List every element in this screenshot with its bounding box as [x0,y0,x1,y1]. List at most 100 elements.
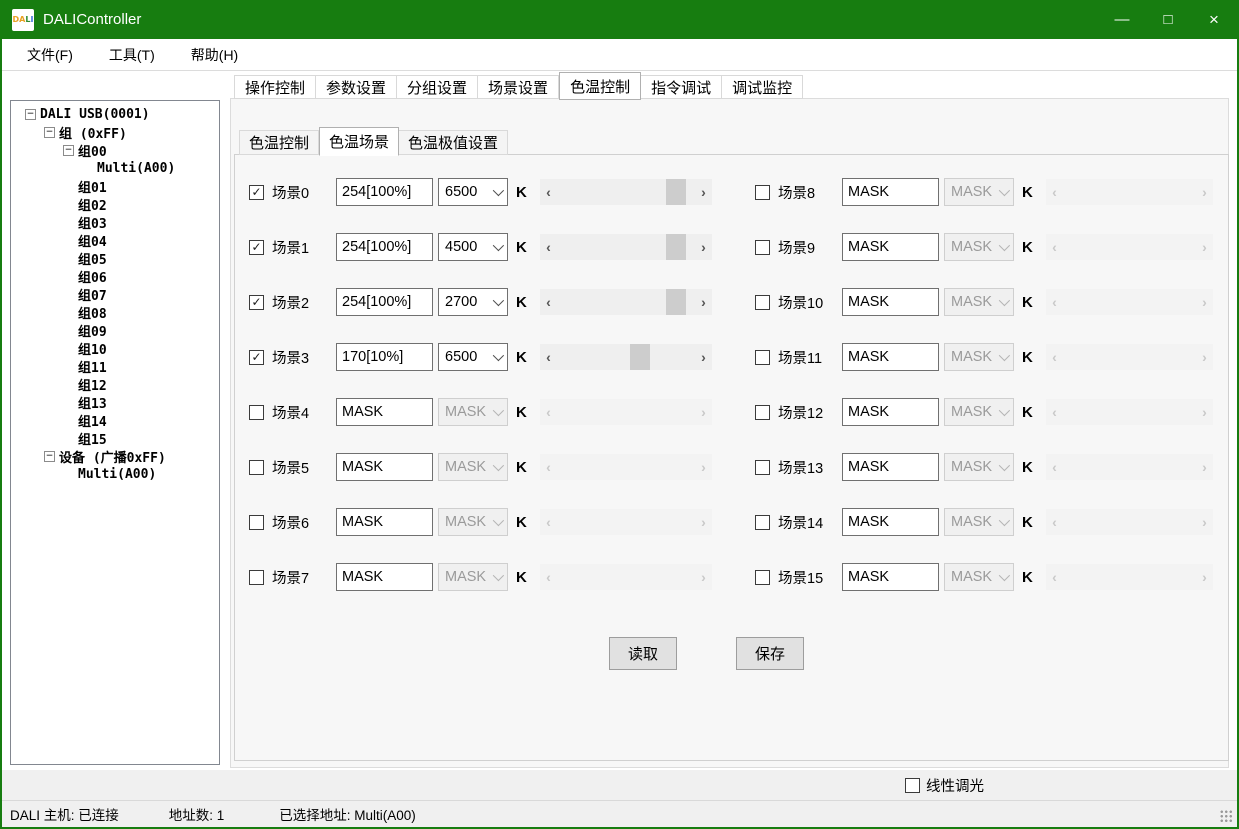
slider-track[interactable] [1063,234,1196,260]
slider-thumb[interactable] [665,179,686,205]
tree-item[interactable]: 组05 [11,249,219,268]
scene-temp-dropdown[interactable]: MASK [944,508,1014,536]
scene-slider[interactable]: ‹ › [1046,564,1213,590]
scene-slider[interactable]: ‹ › [1046,179,1213,205]
slider-right-arrow[interactable]: › [701,349,706,365]
slider-right-arrow[interactable]: › [701,404,706,420]
slider-right-arrow[interactable]: › [701,294,706,310]
read-button[interactable]: 读取 [609,637,677,670]
sub-tab-2[interactable]: 色温场景 [319,127,400,156]
scene-slider[interactable]: ‹ › [540,399,712,425]
scene-slider[interactable]: ‹ › [540,454,712,480]
slider-left-arrow[interactable]: ‹ [546,239,551,255]
scene-slider[interactable]: ‹ › [540,289,712,315]
slider-left-arrow[interactable]: ‹ [1052,514,1057,530]
slider-right-arrow[interactable]: › [1202,569,1207,585]
scene-checkbox[interactable]: ✓ [249,239,264,255]
tree-collapse-icon[interactable]: − [63,144,74,156]
scene-checkbox[interactable] [755,404,770,420]
slider-track[interactable] [557,234,695,260]
scene-value-input[interactable] [336,453,433,481]
scene-slider[interactable]: ‹ › [1046,399,1213,425]
save-button[interactable]: 保存 [736,637,804,670]
tree-item[interactable]: 组02 [11,195,219,214]
scene-slider[interactable]: ‹ › [1046,289,1213,315]
slider-left-arrow[interactable]: ‹ [546,184,551,200]
tree-item[interactable]: 组13 [11,393,219,412]
scene-value-input[interactable] [336,178,433,206]
slider-right-arrow[interactable]: › [1202,294,1207,310]
scene-checkbox[interactable]: ✓ [249,294,264,310]
slider-track[interactable] [557,454,695,480]
slider-right-arrow[interactable]: › [1202,514,1207,530]
scene-value-input[interactable] [842,398,939,426]
scene-temp-dropdown[interactable]: MASK [944,178,1014,206]
slider-left-arrow[interactable]: ‹ [1052,404,1057,420]
linear-dimming-checkbox[interactable] [905,777,920,793]
tree-item[interactable]: 组07 [11,285,219,304]
scene-slider[interactable]: ‹ › [1046,454,1213,480]
slider-left-arrow[interactable]: ‹ [546,569,551,585]
scene-temp-dropdown[interactable]: MASK [438,453,508,481]
slider-right-arrow[interactable]: › [1202,459,1207,475]
slider-left-arrow[interactable]: ‹ [546,349,551,365]
close-button[interactable]: × [1209,9,1219,29]
main-tab-7[interactable]: 调试监控 [722,75,804,99]
slider-right-arrow[interactable]: › [1202,239,1207,255]
sub-tab-3[interactable]: 色温极值设置 [399,130,509,155]
slider-left-arrow[interactable]: ‹ [546,514,551,530]
linear-dimming-option[interactable]: 线性调光 [905,775,984,796]
scene-slider[interactable]: ‹ › [540,509,712,535]
tree-item[interactable]: 组03 [11,213,219,232]
slider-left-arrow[interactable]: ‹ [1052,184,1057,200]
main-tab-3[interactable]: 分组设置 [397,75,479,99]
slider-track[interactable] [557,289,695,315]
slider-left-arrow[interactable]: ‹ [1052,569,1057,585]
slider-left-arrow[interactable]: ‹ [1052,294,1057,310]
slider-track[interactable] [1063,289,1196,315]
main-tab-4[interactable]: 场景设置 [478,75,560,99]
slider-track[interactable] [1063,179,1196,205]
scene-value-input[interactable] [842,343,939,371]
tree-collapse-icon[interactable]: − [44,450,55,462]
scene-value-input[interactable] [842,508,939,536]
scene-value-input[interactable] [842,233,939,261]
scene-value-input[interactable] [336,288,433,316]
tree-item[interactable]: Multi(A00) [11,159,219,177]
tree-collapse-icon[interactable]: − [25,108,36,120]
scene-slider[interactable]: ‹ › [1046,234,1213,260]
scene-value-input[interactable] [336,398,433,426]
slider-left-arrow[interactable]: ‹ [1052,239,1057,255]
slider-right-arrow[interactable]: › [1202,184,1207,200]
tree-item[interactable]: 组10 [11,339,219,358]
scene-temp-dropdown[interactable]: MASK [944,233,1014,261]
scene-temp-dropdown[interactable]: 6500 [438,343,508,371]
slider-track[interactable] [557,399,695,425]
scene-value-input[interactable] [336,343,433,371]
scene-value-input[interactable] [842,288,939,316]
scene-checkbox[interactable] [755,569,770,585]
scene-value-input[interactable] [336,508,433,536]
scene-checkbox[interactable] [755,184,770,200]
scene-temp-dropdown[interactable]: 2700 [438,288,508,316]
tree-item[interactable]: − 设备 (广播0xFF) [11,447,219,466]
slider-left-arrow[interactable]: ‹ [546,294,551,310]
scene-checkbox[interactable] [249,404,264,420]
scene-value-input[interactable] [842,178,939,206]
slider-right-arrow[interactable]: › [701,184,706,200]
slider-right-arrow[interactable]: › [701,459,706,475]
scene-value-input[interactable] [336,563,433,591]
slider-right-arrow[interactable]: › [701,569,706,585]
scene-checkbox[interactable] [755,349,770,365]
tree-item[interactable]: − 组 (0xFF) [11,123,219,142]
scene-slider[interactable]: ‹ › [540,179,712,205]
scene-temp-dropdown[interactable]: MASK [944,288,1014,316]
tree-item[interactable]: − 组00 [11,141,219,160]
main-tab-5[interactable]: 色温控制 [559,72,642,100]
scene-checkbox[interactable]: ✓ [249,184,264,200]
scene-temp-dropdown[interactable]: MASK [944,398,1014,426]
tree-item[interactable]: 组09 [11,321,219,340]
slider-right-arrow[interactable]: › [1202,404,1207,420]
menu-item[interactable]: 文件(F) [27,46,73,63]
scene-checkbox[interactable]: ✓ [249,349,264,365]
